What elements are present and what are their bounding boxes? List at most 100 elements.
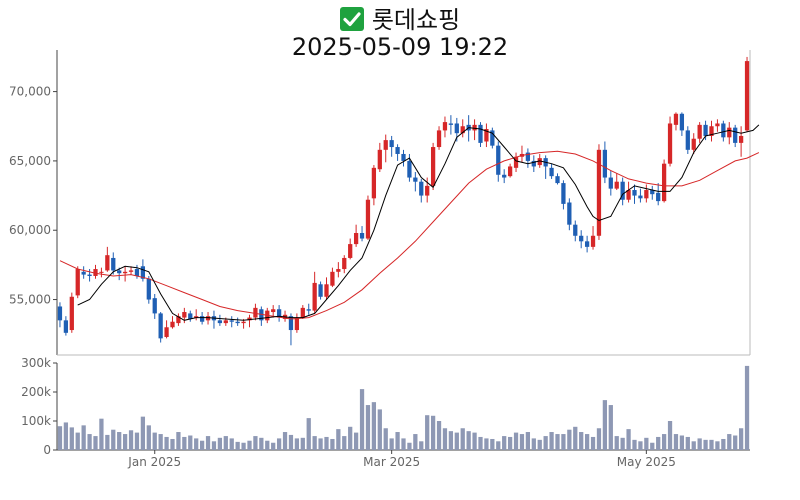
candle-body [359,233,365,239]
candle-body [300,307,305,318]
candle-body [579,235,584,242]
volume-bar [650,442,655,450]
candle-body [128,270,134,272]
candle-body [608,177,613,189]
volume-bar [342,436,347,450]
chart-subtitle: 2025-05-09 19:22 [291,33,509,61]
volume-bar [590,436,596,450]
volume-bar [365,405,371,450]
candle-body [590,235,596,247]
volume-bar [549,432,554,450]
candle-body [407,160,412,178]
candle-body [638,195,643,199]
volume-bar [584,434,590,450]
candle-body [134,269,140,276]
candle-body [81,271,86,275]
volume-bar [128,430,134,450]
candle-body [507,166,513,177]
candle-body [460,126,465,134]
candle-body [596,149,602,236]
candle-body [650,190,655,195]
candle-body [738,135,744,143]
volume-bar [626,429,631,450]
candle-body [602,149,608,178]
volume-bar [448,431,454,450]
candle-body [490,130,495,146]
candle-body [715,123,720,127]
x-tick-label: Jan 2025 [127,455,181,469]
price-tick-label: 65,000 [9,154,51,168]
candle-body [383,140,388,150]
candle-body [199,316,205,322]
volume-bar [87,434,92,450]
volume-bar [401,438,406,450]
volume-bar [294,438,300,450]
candle-body [679,113,685,131]
volume-bar [413,434,418,450]
volume-bar [330,438,335,450]
volume-bar [57,426,63,450]
candle-body [241,321,246,324]
candle-body [448,123,454,125]
volume-bar [188,435,193,450]
volume-bar [324,436,329,450]
candle-body [99,271,104,273]
volume-bar [199,440,205,450]
candle-body [395,147,400,154]
volume-bar [205,436,211,450]
ma-short-line [77,124,760,321]
candle-body [194,316,199,318]
candle-body [667,123,673,164]
volume-bar [81,425,86,450]
candle-body [733,127,738,143]
candle-body [561,183,566,204]
candle-body [567,202,572,225]
volume-bar [638,441,643,450]
candle-body [63,320,69,333]
volume-bar [211,441,217,450]
volume-bar [697,438,702,450]
candle-body [223,320,228,324]
volume-bar [69,427,74,450]
volume-bar [93,436,98,450]
volume-bar [282,432,288,450]
ma-long-line [59,150,760,320]
volume-bar [348,426,353,450]
candle-body [158,313,163,339]
candle-body [673,113,679,125]
volume-bar [608,405,613,450]
candle-body [584,241,590,247]
volume-bar [419,441,424,450]
volume-bar [140,416,146,450]
volume-bar [353,432,359,450]
candle-body [170,321,175,328]
volume-bar [484,438,489,450]
volume-bar [425,415,430,450]
candle-body [217,320,223,324]
candle-body [122,271,128,274]
volume-bar [318,438,323,450]
volume-bar [525,432,531,450]
volume-bar [217,437,223,450]
candle-body [336,269,341,272]
volume-bar [359,389,365,450]
volume-bar [519,434,525,450]
candle-body [306,309,311,311]
candle-body [140,266,146,279]
candle-body [626,190,631,200]
volume-bar [502,436,507,450]
candle-body [146,278,151,300]
candle-body [709,126,714,136]
price-tick-label: 55,000 [9,293,51,307]
candle-body [353,233,359,245]
candle-body [75,269,80,296]
candle-body [188,313,193,319]
volume-bar [170,438,175,450]
price-tick-label: 70,000 [9,85,51,99]
candle-body [111,257,116,271]
candle-body [342,257,347,270]
volume-bar [176,432,181,450]
candle-body [484,129,489,142]
volume-bar [371,402,377,450]
